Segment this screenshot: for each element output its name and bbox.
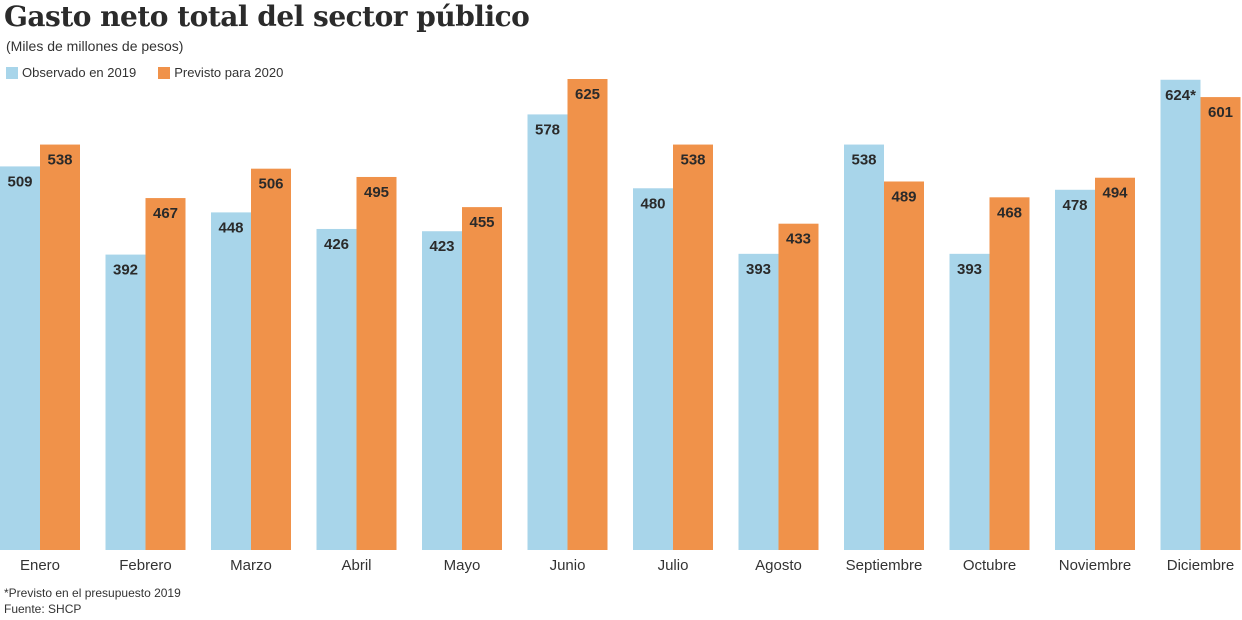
data-label-2019-diciembre: 624* — [1165, 87, 1196, 104]
bar-2019-julio — [633, 188, 673, 550]
category-label-abril: Abril — [341, 557, 371, 574]
category-label-febrero: Febrero — [119, 557, 172, 574]
category-label-octubre: Octubre — [963, 557, 1016, 574]
bar-2019-abril — [316, 228, 357, 550]
data-label-2020-octubre: 468 — [997, 204, 1022, 221]
category-label-agosto: Agosto — [755, 557, 802, 574]
source-note: Fuente: SHCP — [4, 602, 82, 616]
bar-2020-febrero — [145, 198, 186, 551]
data-label-2020-mayo: 455 — [469, 214, 494, 231]
bar-2020-abril — [356, 176, 397, 550]
data-label-2019-mayo: 423 — [429, 238, 454, 255]
bar-2020-diciembre — [1200, 97, 1241, 551]
legend: Observado en 2019 Previsto para 2020 — [6, 65, 305, 80]
category-label-diciembre: Diciembre — [1167, 557, 1235, 574]
data-label-2020-noviembre: 494 — [1102, 185, 1128, 202]
bar-2020-enero — [40, 144, 80, 550]
legend-label-2019: Observado en 2019 — [22, 65, 137, 80]
bar-2019-noviembre — [1055, 189, 1095, 550]
data-label-2020-febrero: 467 — [153, 205, 178, 222]
bar-2019-marzo — [211, 212, 251, 550]
legend-swatch-2020 — [158, 66, 171, 79]
bar-2020-mayo — [462, 207, 502, 550]
data-label-2019-agosto: 393 — [746, 261, 771, 278]
data-label-2020-agosto: 433 — [786, 231, 811, 248]
bar-2020-julio — [673, 144, 713, 550]
data-label-2020-junio: 625 — [575, 86, 600, 103]
data-label-2020-diciembre: 601 — [1208, 104, 1233, 121]
data-label-2019-octubre: 393 — [957, 261, 982, 278]
legend-item-2020: Previsto para 2020 — [158, 65, 283, 80]
legend-label-2020: Previsto para 2020 — [174, 65, 284, 80]
bar-2019-agosto — [738, 253, 779, 550]
bar-2020-septiembre — [884, 181, 924, 550]
data-label-2020-enero: 538 — [47, 152, 72, 169]
bar-2019-septiembre — [844, 144, 884, 550]
bar-2019-enero — [0, 166, 40, 550]
category-label-noviembre: Noviembre — [1059, 557, 1132, 574]
data-label-2019-julio: 480 — [640, 195, 665, 212]
data-label-2019-septiembre: 538 — [851, 152, 876, 169]
data-label-2019-junio: 578 — [535, 121, 560, 138]
data-label-2020-julio: 538 — [680, 152, 705, 169]
category-label-septiembre: Septiembre — [846, 557, 923, 574]
chart-title: Gasto neto total del sector público — [4, 0, 530, 33]
category-label-julio: Julio — [658, 557, 689, 574]
bar-2019-mayo — [422, 231, 462, 550]
legend-item-2019: Observado en 2019 — [6, 65, 136, 80]
footnote: *Previsto en el presupuesto 2019 — [4, 586, 181, 600]
bar-chart: 509 538 Enero 392 467 Febrero 448 506 Marzo 426 49… — [0, 79, 1241, 574]
data-label-2020-septiembre: 489 — [891, 188, 916, 205]
category-label-marzo: Marzo — [230, 557, 272, 574]
legend-swatch-2019 — [6, 66, 18, 79]
bar-2019-diciembre — [1160, 79, 1201, 550]
bar-2020-noviembre — [1095, 177, 1135, 550]
bar-2020-agosto — [778, 223, 819, 550]
category-label-mayo: Mayo — [444, 557, 481, 574]
bar-2019-febrero — [105, 254, 146, 550]
bar-2019-octubre — [949, 253, 990, 550]
data-label-2020-marzo: 506 — [258, 176, 283, 193]
data-label-2019-febrero: 392 — [113, 262, 138, 279]
data-label-2020-abril: 495 — [364, 184, 389, 201]
data-label-2019-abril: 426 — [324, 236, 349, 253]
bar-2020-marzo — [251, 168, 291, 550]
chart-subtitle: (Miles de millones de pesos) — [6, 38, 184, 54]
data-label-2019-noviembre: 478 — [1062, 197, 1087, 214]
category-label-junio: Junio — [550, 557, 586, 574]
bar-2020-junio — [567, 79, 608, 550]
data-label-2019-enero: 509 — [7, 173, 32, 190]
category-label-enero: Enero — [20, 557, 60, 574]
bar-2020-octubre — [989, 197, 1030, 551]
data-label-2019-marzo: 448 — [218, 219, 243, 236]
bar-2019-junio — [527, 114, 568, 551]
